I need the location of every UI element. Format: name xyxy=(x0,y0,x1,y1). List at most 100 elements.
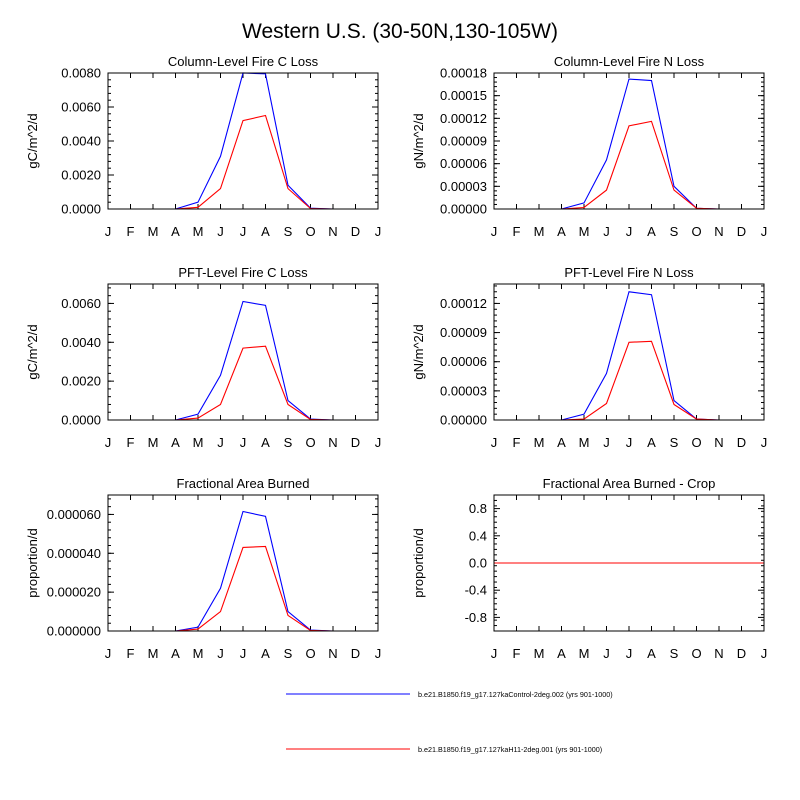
y-tick-label: 0.0000 xyxy=(61,202,101,217)
x-tick-label: J xyxy=(626,224,633,239)
x-tick-label: A xyxy=(261,646,270,661)
y-tick-label: 0.00000 xyxy=(440,413,487,428)
y-tick-label: 0.00006 xyxy=(440,156,487,171)
x-tick-label: A xyxy=(171,224,180,239)
x-tick-label: J xyxy=(217,646,224,661)
plot-frame xyxy=(107,494,379,632)
x-tick-label: J xyxy=(375,435,382,450)
x-tick-label: S xyxy=(670,435,679,450)
y-tick-label: 0.0040 xyxy=(61,134,101,149)
y-tick-label: 0.0 xyxy=(469,556,487,571)
x-tick-label: A xyxy=(647,646,656,661)
x-tick-label: O xyxy=(305,646,315,661)
y-tick-label: 0.0060 xyxy=(61,296,101,311)
x-tick-label: J xyxy=(240,646,247,661)
y-tick-label: 0.00000 xyxy=(440,202,487,217)
y-axis-label: proportion/d xyxy=(411,528,426,597)
x-tick-label: J xyxy=(603,646,610,661)
y-tick-label: 0.000060 xyxy=(47,507,101,522)
y-axis-label: gN/m^2/d xyxy=(411,113,426,168)
x-tick-label: J xyxy=(626,435,633,450)
x-tick-label: N xyxy=(328,646,337,661)
y-tick-label: 0.0020 xyxy=(61,168,101,183)
x-tick-label: J xyxy=(217,224,224,239)
x-tick-label: O xyxy=(305,435,315,450)
x-tick-label: J xyxy=(603,435,610,450)
x-tick-label: O xyxy=(691,435,701,450)
x-tick-label: A xyxy=(171,646,180,661)
x-tick-label: F xyxy=(513,435,521,450)
x-tick-label: J xyxy=(761,224,768,239)
x-tick-label: M xyxy=(579,646,590,661)
x-tick-label: A xyxy=(557,224,566,239)
x-tick-label: F xyxy=(127,224,135,239)
x-tick-label: J xyxy=(105,435,112,450)
y-tick-label: 0.000000 xyxy=(47,624,101,639)
y-tick-label: 0.0020 xyxy=(61,374,101,389)
plot-frame xyxy=(493,494,765,632)
series-line-1 xyxy=(108,300,378,421)
x-tick-label: F xyxy=(127,435,135,450)
x-tick-label: M xyxy=(193,646,204,661)
y-tick-label: 0.00012 xyxy=(440,296,487,311)
x-tick-label: J xyxy=(240,435,247,450)
y-tick-label: 0.00006 xyxy=(440,354,487,369)
x-tick-label: O xyxy=(305,224,315,239)
x-tick-label: N xyxy=(714,224,723,239)
legend-label-2: b.e21.B1850.f19_g17.127kaH11-2deg.001 (y… xyxy=(418,745,602,754)
series-line-2 xyxy=(108,345,378,421)
x-tick-label: S xyxy=(284,224,293,239)
x-tick-label: M xyxy=(534,224,545,239)
x-tick-label: J xyxy=(603,224,610,239)
y-tick-label: -0.4 xyxy=(465,583,487,598)
x-tick-label: J xyxy=(240,224,247,239)
y-tick-label: 0.4 xyxy=(469,528,487,543)
y-axis-label: gC/m^2/d xyxy=(25,324,40,379)
series-line-1 xyxy=(108,72,378,210)
x-tick-label: J xyxy=(375,224,382,239)
series-line-1 xyxy=(494,291,764,421)
x-tick-label: J xyxy=(761,435,768,450)
x-tick-label: M xyxy=(148,646,159,661)
y-tick-label: 0.000040 xyxy=(47,546,101,561)
y-tick-label: 0.00009 xyxy=(440,325,487,340)
x-tick-label: F xyxy=(513,646,521,661)
chart-title: Fractional Area Burned xyxy=(177,476,310,491)
legend-label-1: b.e21.B1850.f19_g17.127kaControl-2deg.00… xyxy=(418,690,613,699)
series-line-2 xyxy=(494,340,764,421)
x-tick-label: A xyxy=(647,435,656,450)
plot-frame xyxy=(493,283,765,421)
legend: b.e21.B1850.f19_g17.127kaControl-2deg.00… xyxy=(286,690,613,754)
x-tick-label: M xyxy=(193,435,204,450)
x-tick-label: S xyxy=(670,646,679,661)
plot-frame xyxy=(107,283,379,421)
figure-title: Western U.S. (30-50N,130-105W) xyxy=(242,20,558,43)
x-tick-label: S xyxy=(284,646,293,661)
x-tick-label: J xyxy=(626,646,633,661)
x-tick-label: J xyxy=(491,435,498,450)
x-tick-label: M xyxy=(193,224,204,239)
y-axis-label: gN/m^2/d xyxy=(411,324,426,379)
chart-panel-6: Fractional Area Burned - Crop proportion/… xyxy=(411,476,767,661)
series-line-2 xyxy=(108,545,378,632)
x-tick-label: S xyxy=(670,224,679,239)
chart-title: Fractional Area Burned - Crop xyxy=(543,476,716,491)
x-tick-label: M xyxy=(148,224,159,239)
chart-title: Column-Level Fire N Loss xyxy=(554,54,705,69)
series-line-2 xyxy=(108,114,378,210)
x-tick-label: N xyxy=(328,435,337,450)
x-tick-label: D xyxy=(737,224,746,239)
x-tick-label: A xyxy=(557,646,566,661)
x-tick-label: J xyxy=(105,646,112,661)
x-tick-label: F xyxy=(127,646,135,661)
plot-frame xyxy=(493,72,765,210)
y-tick-label: 0.00015 xyxy=(440,88,487,103)
x-tick-label: J xyxy=(217,435,224,450)
